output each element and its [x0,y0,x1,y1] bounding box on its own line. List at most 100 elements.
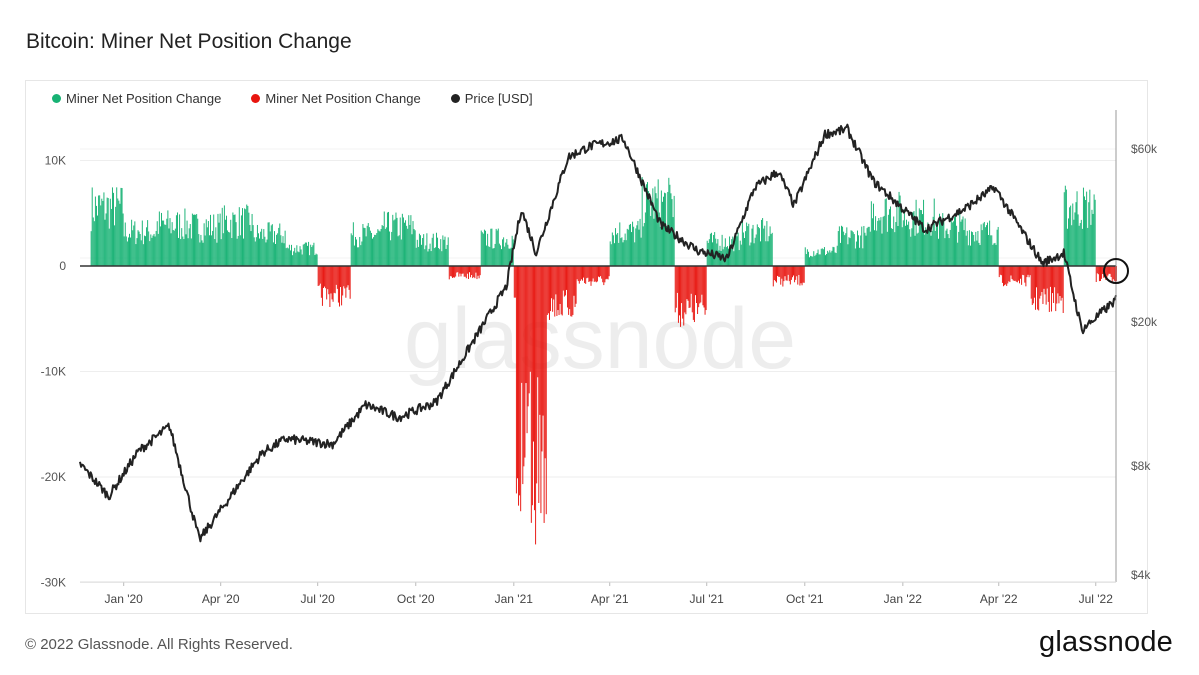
bar-positive [641,177,643,266]
bar-positive [267,222,269,266]
bar-positive [984,227,986,266]
bar-positive [229,232,231,266]
bar-positive [188,228,190,266]
bar-positive [847,244,849,266]
bar-positive [987,222,988,266]
bar-positive [494,243,496,266]
bar-positive [869,231,871,266]
bar-positive [922,214,923,266]
bar-positive [231,238,233,266]
bar-negative [782,266,784,287]
bar-positive [1082,187,1084,266]
bar-positive [750,242,752,266]
bar-positive [957,242,959,266]
bar-positive [271,224,273,266]
bar-positive [990,235,992,266]
bar-negative [683,266,685,326]
bar-positive [169,218,171,266]
bar-positive [1092,213,1094,266]
bar-negative [602,266,604,283]
bar-positive [877,220,879,266]
bar-negative [999,266,1001,275]
bar-negative [779,266,781,277]
bar-positive [118,200,120,266]
bar-positive [304,242,306,266]
bar-positive [874,230,876,266]
bar-positive [103,192,105,266]
legend-item-negative[interactable]: Miner Net Position Change [251,91,421,106]
highlight-circle-icon [1103,258,1129,284]
bar-positive [150,234,152,266]
bar-positive [732,236,734,266]
bar-positive [242,208,243,266]
bar-negative [1014,266,1016,281]
bar-negative [317,266,319,286]
bar-positive [226,215,227,266]
bar-positive [223,205,225,266]
bar-positive [969,245,971,266]
bar-positive [363,227,365,266]
bar-positive [927,222,929,266]
bar-positive [401,213,403,266]
bar-positive [273,231,275,266]
bar-positive [977,231,979,266]
bar-positive [174,228,176,266]
bar-positive [618,242,620,266]
bar-negative [1038,266,1040,311]
bar-negative [593,266,595,282]
bar-positive [632,221,634,266]
bar-negative [1041,266,1043,293]
bar-positive [1088,202,1090,266]
bar-negative [567,266,569,308]
bar-negative [544,266,546,459]
bar-negative [1039,266,1041,299]
bar-positive [816,253,818,266]
bar-positive [661,201,663,266]
bar-positive [901,227,903,266]
bar-negative [774,266,776,282]
bar-negative [1042,266,1044,304]
x-tick-label: Oct '21 [786,592,824,606]
bar-positive [377,229,379,266]
bar-negative [598,266,599,277]
bar-positive [933,198,935,266]
bar-positive [898,191,900,266]
bar-positive [664,192,666,266]
bar-negative [1025,266,1027,287]
bar-positive [611,232,613,266]
bar-negative [515,266,517,494]
legend-item-price[interactable]: Price [USD] [450,91,533,106]
bar-positive [90,231,92,266]
bar-positive [149,241,151,266]
bar-positive [136,238,138,266]
bar-negative [538,266,540,503]
bar-positive [488,246,490,266]
bar-positive [651,200,653,266]
bar-negative [677,266,679,323]
bar-positive [281,242,283,266]
bar-positive [671,199,673,266]
bar-positive [262,238,264,266]
bar-positive [903,209,905,266]
bar-positive [147,220,149,266]
legend-item-positive[interactable]: Miner Net Position Change [52,91,221,106]
bar-positive [388,211,389,266]
bar-positive [227,230,229,266]
bar-positive [890,206,891,266]
bar-positive [979,245,981,266]
bar-positive [308,241,310,266]
bar-negative [1114,266,1116,282]
bar-positive [710,232,712,266]
bar-negative [1003,266,1004,287]
bar-positive [639,218,641,266]
bar-positive [817,249,819,266]
bar-negative [534,266,536,511]
bar-positive [293,251,295,266]
bar-positive [217,213,219,266]
bar-negative [331,266,333,300]
bar-positive [106,197,108,266]
bar-positive [721,234,723,266]
bar-positive [980,224,982,266]
bar-positive [806,249,808,266]
bar-positive [141,220,143,266]
